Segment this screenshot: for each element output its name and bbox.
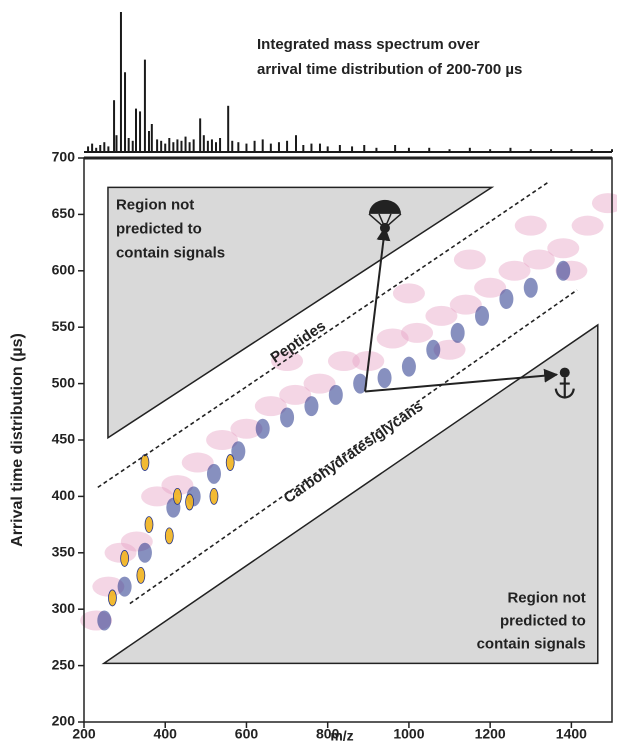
y-axis-title: Arrival time distribution (µs) (9, 333, 26, 547)
signal-blob (209, 487, 219, 505)
signal-blob (498, 260, 531, 281)
signal-blob (144, 516, 154, 533)
signal-blob (327, 351, 360, 372)
signal-blob (161, 475, 194, 496)
signal-blob (136, 566, 146, 584)
parachute-icon (368, 199, 401, 214)
region-text: Region not (116, 196, 194, 213)
signal-blob (401, 322, 434, 343)
signal-blob (117, 576, 132, 597)
y-tick-label: 500 (52, 374, 76, 390)
signal-blob (108, 589, 117, 607)
signal-blob (140, 454, 150, 471)
signal-blob (304, 396, 319, 417)
signal-blob (449, 294, 482, 315)
x-tick-label: 1000 (393, 726, 424, 742)
y-tick-label: 550 (52, 318, 76, 334)
y-tick-label: 650 (52, 205, 76, 221)
signal-blob (522, 249, 555, 270)
y-tick-label: 300 (52, 600, 76, 616)
x-tick-label: 1400 (556, 726, 587, 742)
signal-blob (254, 396, 287, 417)
signal-blob (206, 463, 221, 484)
signal-blob (185, 493, 195, 511)
signal-blob (475, 305, 490, 326)
region-text: Region not (507, 589, 585, 606)
band-line (129, 289, 578, 605)
y-tick-label: 400 (52, 487, 76, 503)
x-tick-label: 600 (235, 726, 259, 742)
signal-blob (97, 610, 112, 631)
signal-blob (591, 193, 617, 214)
title-line: Integrated mass spectrum over (257, 36, 480, 53)
heatmap-layer (80, 193, 617, 631)
signal-blob (280, 407, 295, 428)
signal-blob (303, 373, 336, 394)
y-tick-label: 600 (52, 262, 76, 278)
signal-blob (499, 289, 514, 309)
signal-blob (376, 328, 409, 349)
x-axis-title: m/z (330, 728, 353, 743)
signal-blob (141, 486, 174, 507)
signal-blob (433, 339, 466, 360)
signal-blob (474, 277, 507, 298)
arrow (364, 226, 391, 392)
y-tick-label: 350 (52, 544, 76, 560)
x-tick-label: 800 (316, 726, 340, 742)
signal-blob (425, 305, 458, 326)
signal-blob (556, 260, 571, 281)
signal-blob (401, 356, 416, 377)
signal-blob (225, 454, 235, 471)
signal-blob (392, 283, 425, 304)
signal-blob (571, 215, 604, 236)
signal-blob (328, 384, 343, 405)
region-text: predicted to (500, 612, 586, 629)
signal-blob (426, 339, 441, 360)
parachute-lines (368, 213, 402, 229)
signal-blob (255, 418, 270, 439)
region (107, 186, 495, 440)
y-tick-label: 450 (52, 431, 76, 447)
signal-blob (137, 542, 152, 563)
x-tick-label: 1200 (475, 726, 506, 742)
signal-blob (377, 367, 392, 388)
title-line: arrival time distribution of 200-700 µs (257, 61, 522, 78)
signal-blob (450, 322, 465, 343)
y-tick-label: 250 (52, 656, 76, 672)
signal-blob (181, 452, 214, 473)
x-tick-label: 200 (72, 726, 96, 742)
endpoint-dot (559, 367, 570, 378)
signal-blob (279, 384, 312, 405)
region (101, 323, 599, 665)
signal-blob (173, 487, 182, 505)
signal-blob (120, 550, 130, 567)
y-tick-label: 700 (52, 149, 76, 165)
signal-blob (547, 238, 580, 259)
signal-blob (523, 277, 538, 298)
signal-blob (92, 576, 125, 597)
signal-blob (231, 441, 246, 462)
signal-blob (206, 430, 239, 450)
arrow (364, 368, 559, 393)
region-text: predicted to (116, 220, 202, 237)
signal-blob (453, 249, 486, 270)
signal-blob (230, 418, 263, 439)
anchor-icon (554, 377, 575, 399)
region-text: contain signals (116, 244, 225, 261)
signal-blob (353, 373, 368, 394)
region-text: contain signals (477, 635, 586, 652)
signal-blob (514, 215, 547, 236)
x-tick-label: 400 (154, 726, 178, 742)
signal-blob (164, 527, 174, 545)
signal-blob (271, 351, 304, 372)
y-tick-label: 200 (52, 713, 76, 729)
